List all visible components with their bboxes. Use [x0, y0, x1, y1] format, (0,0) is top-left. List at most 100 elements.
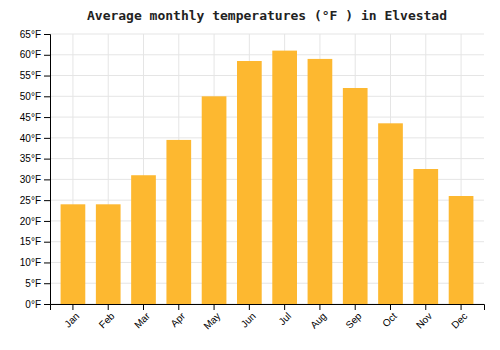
tick-mark	[214, 304, 215, 310]
tick: Aug	[308, 304, 328, 331]
grid-line-y	[50, 75, 484, 76]
tick-label: Mar	[132, 310, 152, 330]
tick-mark	[44, 283, 50, 284]
tick: Jul	[276, 304, 293, 327]
bar	[202, 96, 227, 304]
bar	[378, 123, 403, 304]
bar	[272, 51, 297, 304]
tick-label: 50°F	[20, 91, 41, 102]
tick: Mar	[132, 304, 152, 330]
tick-label: 40°F	[20, 133, 41, 144]
tick: 10°F	[20, 257, 50, 268]
tick: Oct	[380, 304, 399, 329]
tick-mark	[44, 304, 50, 305]
tick-label: Dec	[449, 310, 469, 330]
tick: Sep	[343, 304, 364, 331]
plot: Jan Feb Mar Apr May Jun Jul Aug Sep Oct Nov Dec 0°F 5…	[20, 29, 485, 332]
tick-mark	[178, 304, 179, 310]
axis-domain	[51, 305, 485, 311]
tick: 50°F	[20, 91, 50, 102]
tick: 55°F	[20, 70, 50, 81]
tick-label: 55°F	[20, 70, 41, 81]
tick-mark	[355, 304, 356, 310]
tick-mark	[72, 304, 73, 310]
tick: 40°F	[20, 133, 50, 144]
tick: 15°F	[20, 236, 50, 247]
tick: May	[201, 304, 222, 332]
title: Average monthly temperatures (°F ) in El…	[87, 8, 447, 23]
axis-domain	[44, 35, 51, 305]
grid-line-y	[50, 117, 484, 118]
tick-mark	[44, 76, 50, 77]
tick-label: Apr	[168, 310, 187, 329]
tick-mark	[44, 242, 50, 243]
tick: 35°F	[20, 153, 50, 164]
tick-mark	[44, 262, 50, 263]
tick: 25°F	[20, 195, 50, 206]
grid	[50, 34, 484, 304]
tick-label: Sep	[343, 310, 364, 331]
bar	[61, 204, 86, 304]
tick-mark	[44, 179, 50, 180]
tick: Jun	[239, 304, 258, 330]
tick: 0°F	[25, 299, 50, 310]
bar	[308, 59, 333, 304]
tick-label: Nov	[414, 310, 434, 330]
tick-label: 0°F	[25, 299, 41, 310]
tick-label: 45°F	[20, 112, 41, 123]
tick-mark	[249, 304, 250, 310]
grid-line-y	[50, 96, 484, 97]
tick-mark	[390, 304, 391, 310]
tick-label: Jun	[239, 310, 258, 329]
tick-mark	[44, 138, 50, 139]
tick-mark	[44, 200, 50, 201]
grid-line-y	[50, 34, 484, 35]
tick-mark	[108, 304, 109, 310]
tick-mark	[461, 304, 462, 310]
tick-label: 35°F	[20, 153, 41, 164]
tick-label: 5°F	[25, 278, 41, 289]
tick-label: 10°F	[20, 257, 41, 268]
tick-label: Jan	[62, 310, 81, 329]
tick-label: Oct	[380, 310, 399, 329]
tick: 30°F	[20, 174, 50, 185]
tick-label: Jul	[276, 310, 293, 327]
tick-label: 30°F	[20, 174, 41, 185]
x-axis: Jan Feb Mar Apr May Jun Jul Aug Sep Oct Nov Dec	[51, 304, 485, 332]
tick-label: 60°F	[20, 49, 41, 60]
y-axis: 0°F 5°F 10°F 15°F 20°F 25°F 30°F 35°F 40°F 45°F 50…	[20, 29, 51, 310]
bar	[166, 140, 191, 304]
tick-mark	[319, 304, 320, 310]
tick-label: Feb	[97, 310, 117, 330]
bar	[131, 175, 156, 304]
tick-mark	[44, 34, 50, 35]
tick: 5°F	[25, 278, 50, 289]
tick: 20°F	[20, 216, 50, 227]
tick-mark	[44, 117, 50, 118]
tick-mark	[284, 304, 285, 310]
grid-line-y	[50, 158, 484, 159]
tick-mark	[44, 55, 50, 56]
tick: 60°F	[20, 49, 50, 60]
tick: 65°F	[20, 29, 50, 40]
tick-mark	[143, 304, 144, 310]
tick-label: Aug	[308, 310, 328, 330]
tick: 45°F	[20, 112, 50, 123]
bar	[413, 169, 438, 304]
tick-mark	[44, 96, 50, 97]
tick: Jan	[62, 304, 81, 330]
bar	[449, 196, 474, 304]
tick-label: 25°F	[20, 195, 41, 206]
tick: Feb	[97, 304, 117, 330]
tick: Dec	[449, 304, 469, 331]
tick-mark	[44, 159, 50, 160]
chart: Jan Feb Mar Apr May Jun Jul Aug Sep Oct Nov Dec 0°F 5…	[0, 0, 500, 350]
tick-mark	[44, 221, 50, 222]
tick-mark	[425, 304, 426, 310]
tick-label: 20°F	[20, 216, 41, 227]
tick: Nov	[414, 304, 434, 331]
tick-label: 15°F	[20, 236, 41, 247]
bar	[237, 61, 262, 304]
grid-line-y	[50, 137, 484, 138]
grid-line-y	[50, 54, 484, 55]
